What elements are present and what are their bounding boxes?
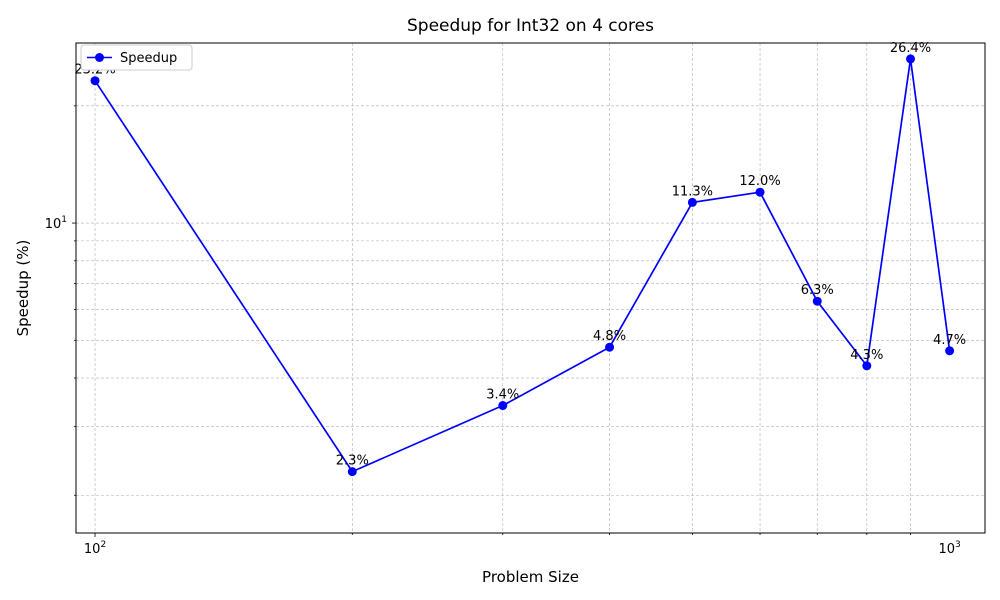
data-point	[755, 187, 765, 197]
data-point	[347, 467, 357, 477]
data-label: 2.3%	[336, 454, 369, 469]
data-point	[906, 54, 916, 64]
axis-ticks: 102 103 101	[45, 105, 961, 557]
data-label: 4.7%	[933, 333, 966, 348]
legend-box	[80, 44, 193, 71]
data-point	[862, 361, 872, 371]
legend-marker-swatch	[95, 53, 104, 62]
y-tick-label: 101	[45, 215, 67, 232]
legend: Speedup	[80, 44, 193, 71]
data-point	[812, 296, 822, 306]
data-point	[498, 401, 508, 411]
x-tick-label: 103	[938, 540, 960, 557]
x-axis-label: Problem Size	[482, 568, 579, 586]
data-point	[605, 342, 615, 352]
y-axis-label: Speedup (%)	[14, 240, 32, 337]
data-point	[687, 197, 697, 207]
data-label: 4.8%	[593, 329, 626, 344]
data-label: 11.3%	[672, 184, 713, 199]
data-labels: 23.2%2.3%3.4%4.8%11.3%12.0%6.3%4.3%26.4%…	[74, 41, 966, 469]
chart-title: Speedup for Int32 on 4 cores	[407, 16, 654, 36]
legend-entry-speedup: Speedup	[120, 51, 177, 66]
data-label: 6.3%	[801, 283, 834, 298]
x-tick-label: 102	[84, 540, 106, 557]
data-label: 3.4%	[486, 388, 519, 403]
series-layer	[90, 54, 955, 477]
data-label: 4.3%	[850, 348, 883, 363]
data-point	[945, 346, 955, 356]
grid	[76, 43, 985, 533]
data-point	[90, 76, 100, 86]
series-line-speedup	[94, 58, 951, 473]
data-label: 12.0%	[739, 174, 780, 189]
data-label: 26.4%	[890, 41, 931, 56]
plot-area-frame	[75, 42, 986, 534]
